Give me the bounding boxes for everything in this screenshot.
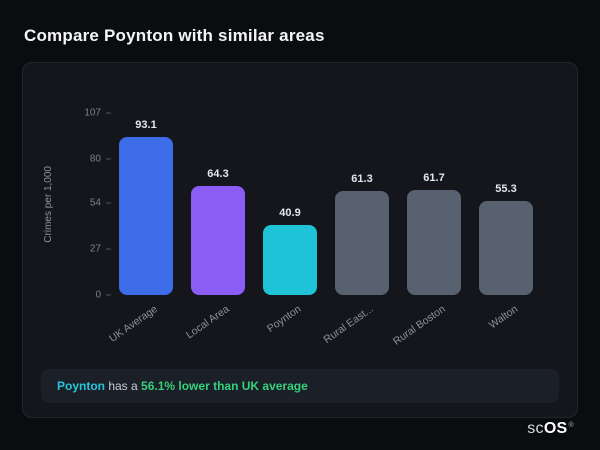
y-tick-mark (106, 202, 111, 204)
y-tick: 107 (84, 108, 111, 119)
bar[interactable] (335, 190, 389, 295)
y-tick-mark (106, 158, 111, 160)
x-axis-category-label: Local Area (184, 303, 232, 342)
y-tick-mark (106, 248, 111, 250)
bar[interactable] (479, 200, 533, 295)
bar[interactable] (407, 190, 461, 295)
y-tick-mark (106, 112, 111, 114)
bar-column: 64.3 (191, 113, 245, 295)
bar-column: 93.1 (119, 113, 173, 295)
y-tick-label: 80 (89, 153, 101, 165)
y-tick-mark (106, 294, 111, 296)
x-axis-category-label: Poynton (265, 303, 304, 335)
page: Compare Poynton with similar areas Crime… (22, 26, 578, 418)
bar-chart: Crimes per 1,000 0 27 54 80 107 93.1 64.3 40.9… (41, 89, 559, 355)
bar[interactable] (191, 185, 245, 295)
bar-column: 61.7 (407, 113, 461, 295)
y-tick: 0 (95, 290, 111, 301)
x-axis-category: Rural East... (322, 299, 389, 355)
y-tick: 54 (90, 198, 111, 209)
y-tick: 80 (90, 153, 111, 164)
bar-value-label: 40.9 (279, 207, 301, 220)
y-tick-label: 0 (95, 289, 101, 301)
x-axis-category: UK Average (107, 299, 173, 355)
bar-value-label: 61.7 (423, 172, 445, 185)
x-axis-category-label: Walton (486, 303, 520, 332)
bar[interactable] (119, 136, 173, 295)
summary-banner: Poynton has a 56.1% lower than UK averag… (41, 369, 559, 403)
registered-mark: ® (568, 421, 574, 429)
bar-column: 55.3 (479, 113, 533, 295)
bar-value-label: 61.3 (351, 172, 373, 185)
scos-logo: scOS® (527, 420, 574, 438)
bar-value-label: 64.3 (207, 167, 229, 180)
y-tick: 27 (90, 244, 111, 255)
x-axis-category-label: UK Average (107, 303, 160, 345)
x-axis-category-label: Rural Boston (391, 303, 448, 348)
summary-highlight: 56.1% lower than UK average (141, 379, 308, 393)
bar[interactable] (263, 225, 317, 295)
bars-area: 93.1 64.3 40.9 61.3 61.7 55.3 (119, 113, 533, 295)
summary-connector: has a (105, 379, 142, 393)
logo-text-bold: OS (543, 420, 568, 437)
x-axis-category: Rural Boston (391, 299, 461, 355)
x-axis-labels: UK Average Local Area Poynton Rural East...… (107, 299, 533, 355)
summary-subject: Poynton (57, 379, 105, 393)
x-axis-category: Local Area (184, 299, 245, 355)
y-axis-ticks: 0 27 54 80 107 (41, 108, 111, 301)
bar-column: 40.9 (263, 113, 317, 295)
chart-card: Crimes per 1,000 0 27 54 80 107 93.1 64.3 40.9… (22, 62, 578, 418)
x-axis-category-label: Rural East... (321, 303, 376, 346)
x-axis-category: Walton (479, 299, 533, 355)
bar-column: 61.3 (335, 113, 389, 295)
bar-value-label: 55.3 (495, 182, 517, 195)
page-title: Compare Poynton with similar areas (24, 26, 325, 45)
y-tick-label: 27 (89, 243, 101, 255)
y-tick-label: 54 (89, 197, 101, 209)
x-axis-category: Poynton (263, 299, 317, 355)
bar-value-label: 93.1 (135, 118, 157, 131)
y-tick-label: 107 (84, 107, 101, 119)
logo-text-light: sc (527, 420, 544, 437)
